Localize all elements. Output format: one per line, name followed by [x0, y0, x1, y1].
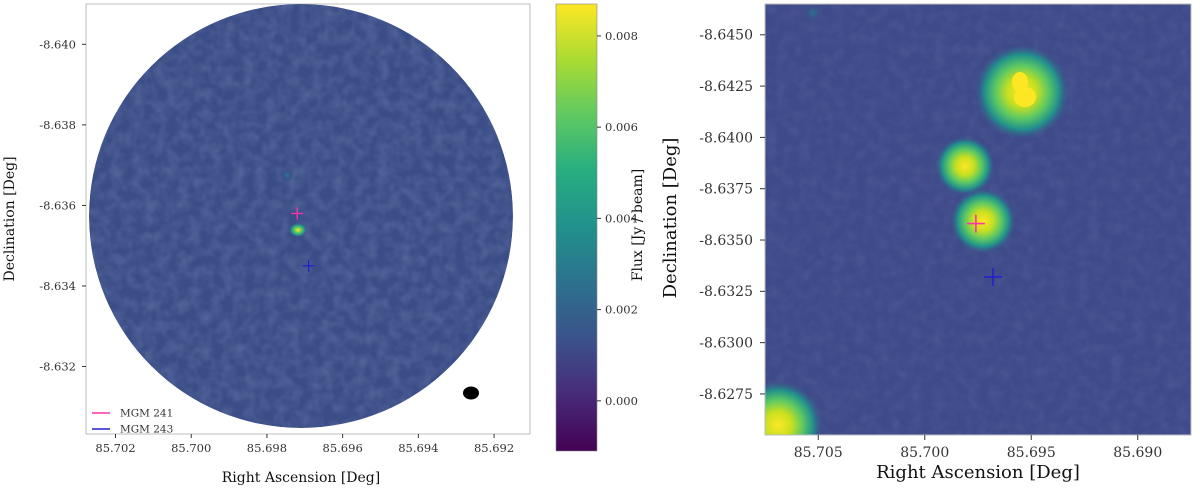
y-tick-label: -8.6400	[699, 130, 753, 146]
right-panel: 85.690 85.695 85.700 85.705 -8.6275 -8.6300 -8…	[660, 3, 1192, 483]
right-ticks: 85.690 85.695 85.700 85.705 -8.6275 -8.6300 -8…	[699, 28, 1162, 461]
left-panel: 85.692 85.694 85.696 85.698 85.700 85.702 -8.6…	[2, 3, 531, 486]
marker-mgm243	[302, 259, 315, 272]
colorbar-tick-label: 0.008	[605, 29, 638, 43]
right-source-mgm243	[935, 136, 995, 196]
left-source-bright	[289, 223, 307, 237]
x-tick-label: 85.698	[247, 441, 287, 455]
y-tick-label: -8.6325	[699, 284, 753, 300]
left-y-axis-label: Declination [Deg]	[2, 156, 18, 281]
right-y-axis-label: Declination [Deg]	[660, 138, 681, 299]
right-source-top-core-b	[1014, 87, 1036, 107]
colorbar: 0.000 0.002 0.004 0.006 0.008 Flux [Jy / bea…	[555, 3, 646, 452]
y-tick-label: -8.636	[39, 198, 76, 212]
legend: MGM 241 MGM 243	[92, 408, 173, 436]
y-tick-label: -8.6425	[699, 79, 753, 95]
y-tick-label: -8.6350	[699, 233, 753, 249]
colorbar-tick-label: 0.000	[605, 394, 638, 408]
left-x-axis-label: Right Ascension [Deg]	[222, 470, 380, 486]
x-tick-label: 85.694	[398, 441, 438, 455]
y-tick-label: -8.6375	[699, 182, 753, 198]
right-source-faint	[804, 4, 822, 22]
colorbar-ticks: 0.000 0.002 0.004 0.006 0.008	[597, 29, 638, 408]
x-tick-label: 85.695	[1007, 445, 1056, 461]
left-image-disk	[89, 4, 513, 428]
y-tick-label: -8.634	[39, 279, 76, 293]
right-source-mgm241	[950, 188, 1016, 254]
y-tick-label: -8.6450	[699, 28, 753, 44]
x-tick-label: 85.690	[1113, 445, 1162, 461]
beam-ellipse	[463, 386, 479, 400]
right-source-top-core-a	[1012, 72, 1028, 92]
colorbar-tick-label: 0.004	[605, 211, 638, 225]
y-tick-label: -8.6300	[699, 336, 753, 352]
marker-mgm243	[983, 267, 1002, 286]
y-tick-label: -8.640	[39, 37, 76, 51]
colorbar-tick-label: 0.006	[605, 120, 638, 134]
right-source-corner	[765, 380, 823, 435]
marker-mgm241	[966, 214, 985, 233]
marker-mgm241	[291, 207, 304, 220]
right-image	[765, 4, 1191, 435]
colorbar-label: Flux [Jy / beam]	[630, 169, 646, 282]
x-tick-label: 85.692	[474, 441, 514, 455]
legend-label-mgm241: MGM 241	[120, 408, 173, 420]
x-tick-label: 85.702	[95, 441, 135, 455]
x-tick-label: 85.696	[323, 441, 363, 455]
right-markers	[966, 214, 1002, 286]
left-ticks: 85.692 85.694 85.696 85.698 85.700 85.702 -8.6…	[39, 37, 514, 455]
left-source-dim	[280, 168, 294, 182]
x-tick-label: 85.700	[171, 441, 211, 455]
x-tick-label: 85.705	[794, 445, 843, 461]
right-plot-frame	[764, 3, 1192, 436]
colorbar-tick-label: 0.002	[605, 303, 638, 317]
left-markers	[291, 207, 315, 272]
legend-label-mgm243: MGM 243	[120, 424, 173, 436]
y-tick-label: -8.638	[39, 118, 76, 132]
x-tick-label: 85.700	[900, 445, 949, 461]
y-tick-label: -8.6275	[699, 387, 753, 403]
right-x-axis-label: Right Ascension [Deg]	[876, 462, 1080, 483]
colorbar-gradient	[555, 3, 598, 452]
y-tick-label: -8.632	[39, 360, 76, 374]
